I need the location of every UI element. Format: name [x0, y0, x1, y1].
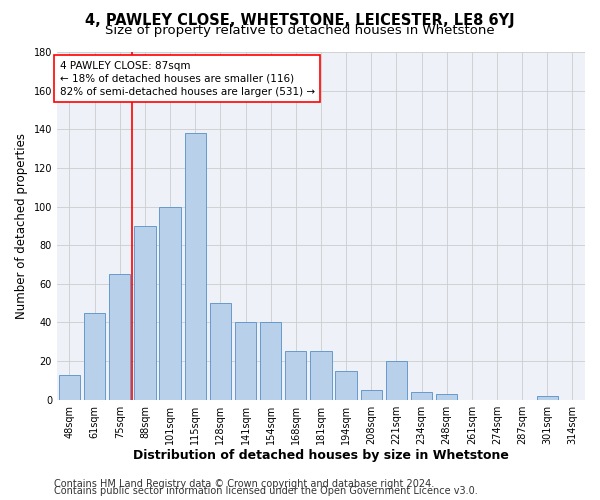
- Bar: [109, 274, 130, 400]
- Bar: [185, 133, 206, 400]
- Bar: [536, 396, 558, 400]
- X-axis label: Distribution of detached houses by size in Whetstone: Distribution of detached houses by size …: [133, 450, 509, 462]
- Bar: [260, 322, 281, 400]
- Bar: [386, 361, 407, 400]
- Text: Contains HM Land Registry data © Crown copyright and database right 2024.: Contains HM Land Registry data © Crown c…: [54, 479, 434, 489]
- Bar: [411, 392, 432, 400]
- Bar: [235, 322, 256, 400]
- Bar: [209, 303, 231, 400]
- Y-axis label: Number of detached properties: Number of detached properties: [15, 133, 28, 319]
- Bar: [335, 370, 357, 400]
- Bar: [160, 206, 181, 400]
- Bar: [285, 352, 307, 400]
- Bar: [361, 390, 382, 400]
- Bar: [436, 394, 457, 400]
- Bar: [310, 352, 332, 400]
- Text: 4, PAWLEY CLOSE, WHETSTONE, LEICESTER, LE8 6YJ: 4, PAWLEY CLOSE, WHETSTONE, LEICESTER, L…: [85, 12, 515, 28]
- Bar: [84, 313, 106, 400]
- Text: Contains public sector information licensed under the Open Government Licence v3: Contains public sector information licen…: [54, 486, 478, 496]
- Text: Size of property relative to detached houses in Whetstone: Size of property relative to detached ho…: [105, 24, 495, 37]
- Bar: [59, 374, 80, 400]
- Text: 4 PAWLEY CLOSE: 87sqm
← 18% of detached houses are smaller (116)
82% of semi-det: 4 PAWLEY CLOSE: 87sqm ← 18% of detached …: [59, 60, 314, 97]
- Bar: [134, 226, 155, 400]
